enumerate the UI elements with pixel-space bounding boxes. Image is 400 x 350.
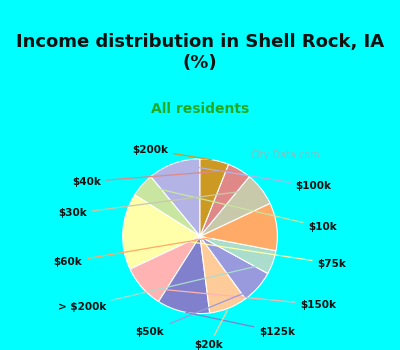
Text: All residents: All residents xyxy=(151,102,249,116)
Wedge shape xyxy=(200,236,276,273)
Text: City-Data.com: City-Data.com xyxy=(250,150,320,160)
Wedge shape xyxy=(158,236,210,314)
Text: $75k: $75k xyxy=(126,232,346,268)
Text: Income distribution in Shell Rock, IA
(%): Income distribution in Shell Rock, IA (%… xyxy=(16,33,384,72)
Wedge shape xyxy=(200,203,277,251)
Text: $100k: $100k xyxy=(176,164,332,191)
Text: > $200k: > $200k xyxy=(58,263,270,312)
Wedge shape xyxy=(200,236,246,313)
Text: $40k: $40k xyxy=(72,170,237,187)
Wedge shape xyxy=(200,164,249,236)
Text: $10k: $10k xyxy=(145,186,337,232)
Text: $20k: $20k xyxy=(195,311,227,350)
Wedge shape xyxy=(123,195,200,269)
Wedge shape xyxy=(200,159,228,236)
Wedge shape xyxy=(135,177,200,236)
Wedge shape xyxy=(200,177,270,236)
Text: $150k: $150k xyxy=(145,288,336,309)
Wedge shape xyxy=(200,236,268,299)
Text: $60k: $60k xyxy=(54,227,274,267)
Wedge shape xyxy=(130,236,200,302)
Text: $125k: $125k xyxy=(186,312,295,337)
Text: $30k: $30k xyxy=(58,189,258,218)
Wedge shape xyxy=(151,159,200,236)
Text: $200k: $200k xyxy=(132,145,212,160)
Text: $50k: $50k xyxy=(136,288,256,337)
